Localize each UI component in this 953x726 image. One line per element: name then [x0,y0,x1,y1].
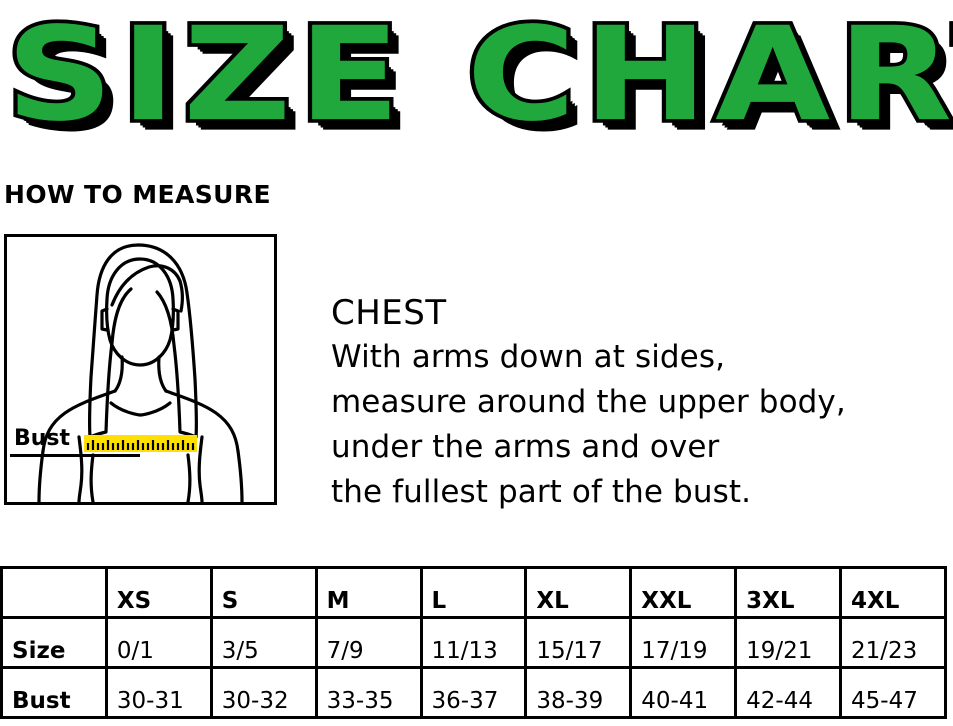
title-banner: SIZE CHART [0,0,953,154]
size-value-s: 3/5 [209,616,318,669]
table-header-xxl: XXL [629,566,738,619]
bust-value-xl: 38-39 [524,666,633,719]
bust-value-l: 36-37 [419,666,528,719]
chest-line-1: With arms down at sides, [331,339,726,375]
table-header-l: L [419,566,528,619]
chest-description-block: CHEST With arms down at sides, measure a… [331,291,941,515]
table-header-xs: XS [104,566,213,619]
size-value-xl: 15/17 [524,616,633,669]
how-to-measure-heading: HOW TO MEASURE [4,180,272,209]
table-header-xl: XL [524,566,633,619]
bust-label: Bust [14,426,71,451]
size-value-l: 11/13 [419,616,528,669]
bust-leader-line [10,454,140,457]
table-header-3xl: 3XL [734,566,842,619]
size-value-4xl: 21/23 [839,616,947,669]
table-row: Size 0/1 3/5 7/9 11/13 15/17 17/19 19/21… [0,616,947,669]
bust-value-xxl: 40-41 [629,666,738,719]
table-header-m: M [314,566,423,619]
size-value-xs: 0/1 [104,616,213,669]
bust-value-s: 30-32 [209,666,318,719]
chest-line-2: measure around the upper body, [331,384,846,420]
table-corner-blank [0,566,108,619]
size-value-m: 7/9 [314,616,423,669]
chest-line-4: the fullest part of the bust. [331,474,752,510]
bust-value-4xl: 45-47 [839,666,947,719]
chest-line-3: under the arms and over [331,429,720,465]
table-header-row: XS S M L XL XXL 3XL 4XL [0,566,947,619]
row-label-bust: Bust [0,666,108,719]
page-title: SIZE CHART [2,0,953,154]
table-header-4xl: 4XL [839,566,947,619]
size-value-3xl: 19/21 [734,616,842,669]
measure-illustration-box [4,234,277,505]
table-header-s: S [209,566,318,619]
size-value-xxl: 17/19 [629,616,738,669]
chest-heading: CHEST [331,293,447,333]
size-table: XS S M L XL XXL 3XL 4XL Size 0/1 3/5 7/9… [0,566,947,719]
measuring-tape [84,435,197,452]
bust-value-3xl: 42-44 [734,666,842,719]
table-row: Bust 30-31 30-32 33-35 36-37 38-39 40-41… [0,666,947,719]
bust-value-m: 33-35 [314,666,423,719]
size-table-container: XS S M L XL XXL 3XL 4XL Size 0/1 3/5 7/9… [0,566,947,726]
bust-value-xs: 30-31 [104,666,213,719]
female-figure-icon [37,243,244,502]
row-label-size: Size [0,616,108,669]
